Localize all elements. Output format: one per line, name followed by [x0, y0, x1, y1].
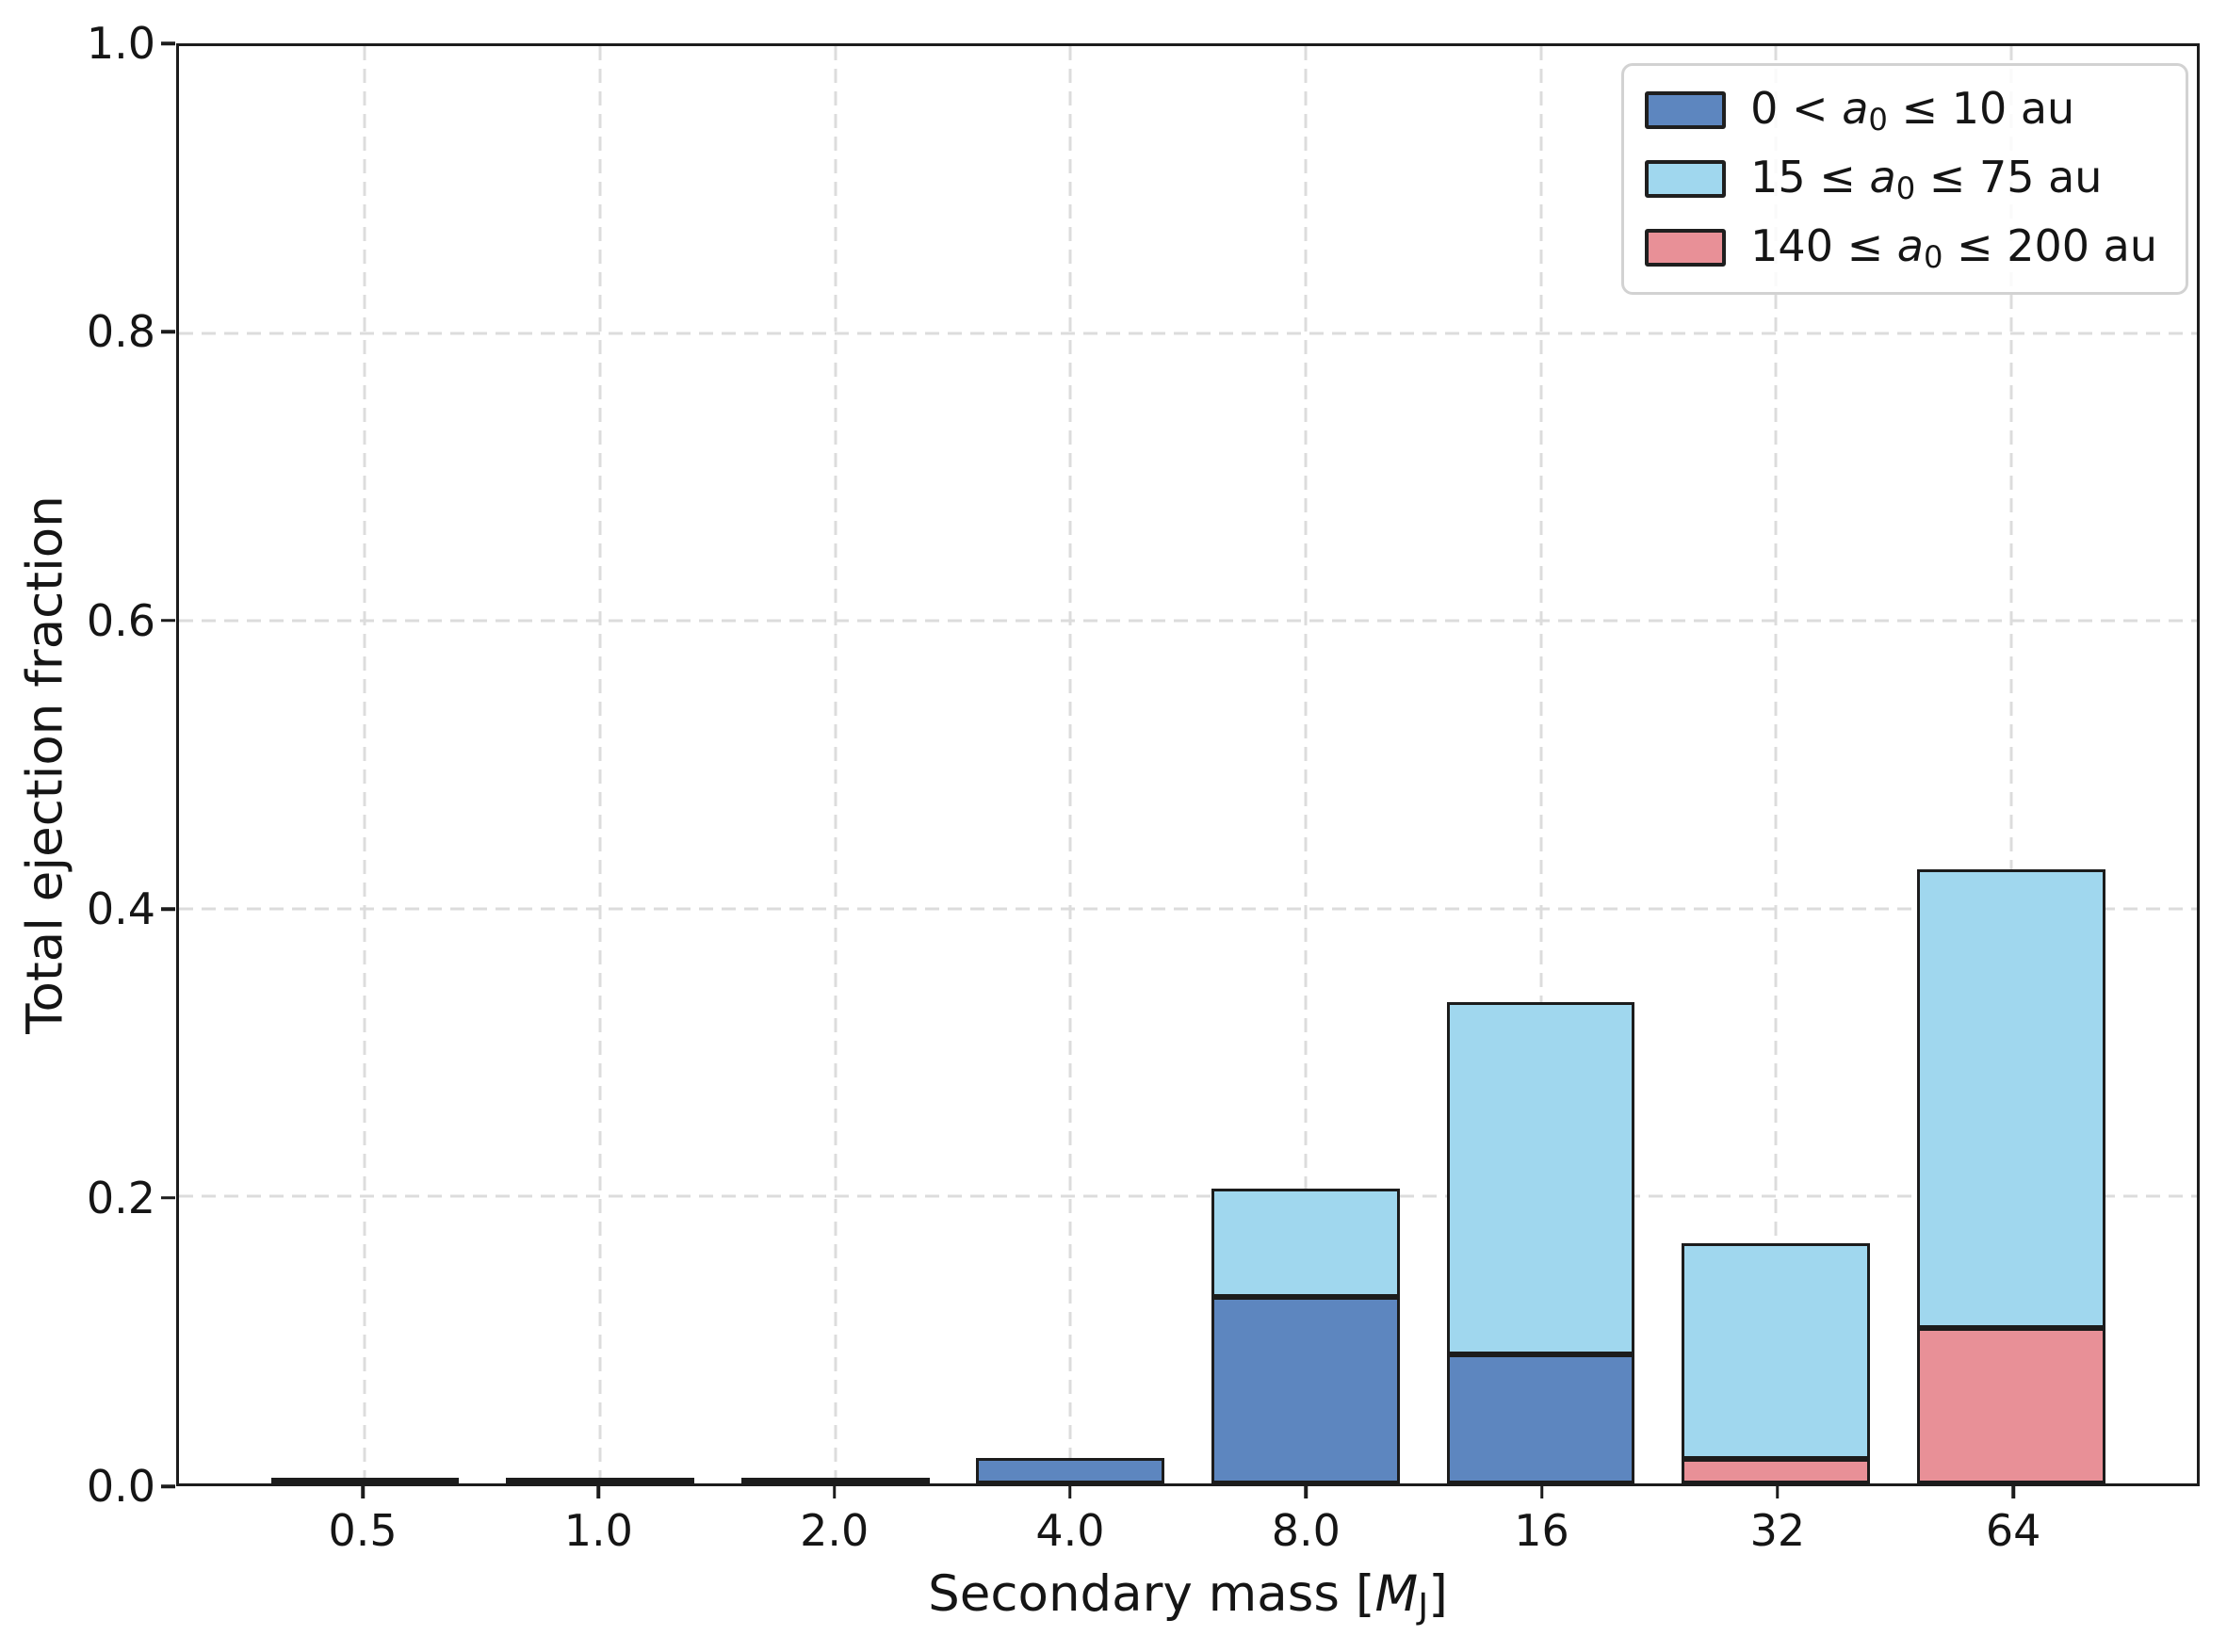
- bar-segment: [1211, 1189, 1400, 1297]
- bar-segment: [1682, 1243, 1870, 1460]
- bar-segment: [740, 1478, 930, 1483]
- legend-label: 15 ≤ a0 ≤ 75 au: [1750, 152, 2103, 207]
- bar-segment: [506, 1478, 694, 1483]
- y-tick-label: 0.4: [86, 883, 155, 935]
- x-tick: [1068, 1484, 1072, 1498]
- y-tick: [161, 1195, 175, 1200]
- x-axis-label-sub: J: [1418, 1586, 1429, 1628]
- y-tick: [161, 907, 175, 911]
- x-tick: [1776, 1484, 1780, 1498]
- gridline-vertical: [1068, 46, 1072, 1483]
- y-tick: [161, 619, 175, 623]
- legend: 0 < a0 ≤ 10 au 15 ≤ a0 ≤ 75 au 140 ≤ a0 ≤ …: [1621, 63, 2188, 296]
- bar-segment: [1682, 1459, 1870, 1483]
- gridline-vertical: [363, 46, 366, 1483]
- x-axis-label-text: Secondary mass [: [928, 1565, 1375, 1623]
- y-axis-label: Total ejection fraction: [16, 495, 74, 1034]
- gridline-vertical: [1304, 46, 1308, 1483]
- legend-swatch: [1645, 160, 1727, 199]
- x-tick-label: 2.0: [800, 1505, 870, 1556]
- x-tick: [2011, 1484, 2015, 1498]
- plot-area: 0 < a0 ≤ 10 au 15 ≤ a0 ≤ 75 au 140 ≤ a0 ≤ …: [176, 43, 2200, 1486]
- y-tick: [161, 41, 175, 45]
- bar-segment: [1916, 1328, 2105, 1483]
- y-tick-label: 0.8: [86, 306, 155, 358]
- legend-swatch: [1645, 91, 1727, 130]
- x-tick-label: 8.0: [1271, 1505, 1341, 1556]
- x-tick: [1304, 1484, 1309, 1498]
- bar-segment: [976, 1457, 1165, 1483]
- x-tick: [361, 1484, 365, 1498]
- y-tick: [161, 1484, 175, 1488]
- x-axis-label-close: ]: [1428, 1565, 1448, 1623]
- x-tick-label: 4.0: [1035, 1505, 1105, 1556]
- gridline-horizontal: [179, 1194, 2197, 1198]
- x-tick: [1539, 1484, 1544, 1498]
- bar-segment: [1211, 1296, 1400, 1483]
- gridline-vertical: [834, 46, 837, 1483]
- y-tick-label: 1.0: [86, 18, 155, 69]
- legend-label: 0 < a0 ≤ 10 au: [1750, 83, 2075, 138]
- bar-segment: [1446, 1001, 1635, 1354]
- legend-item: 140 ≤ a0 ≤ 200 au: [1645, 220, 2157, 275]
- legend-label: 140 ≤ a0 ≤ 200 au: [1750, 220, 2157, 276]
- bar-segment: [1916, 869, 2105, 1329]
- bar-segment: [270, 1478, 460, 1483]
- x-tick-label: 16: [1514, 1505, 1569, 1556]
- y-tick-label: 0.0: [86, 1461, 155, 1512]
- gridline-vertical: [1539, 46, 1543, 1483]
- gridline-vertical: [1774, 46, 1778, 1483]
- legend-item: 0 < a0 ≤ 10 au: [1645, 83, 2157, 138]
- gridline-vertical: [2009, 46, 2013, 1483]
- x-tick-label: 32: [1749, 1505, 1806, 1556]
- legend-swatch: [1645, 229, 1727, 267]
- legend-item: 15 ≤ a0 ≤ 75 au: [1645, 152, 2157, 206]
- gridline-horizontal: [179, 907, 2197, 911]
- y-tick: [161, 330, 175, 334]
- x-tick-label: 0.5: [328, 1505, 398, 1556]
- gridline-vertical: [598, 46, 602, 1483]
- x-tick-label: 64: [1985, 1505, 2041, 1556]
- bar-segment: [1446, 1353, 1635, 1483]
- x-axis-label-var: M: [1374, 1565, 1419, 1623]
- y-tick-label: 0.2: [86, 1172, 155, 1223]
- y-tick-label: 0.6: [86, 594, 155, 646]
- gridline-horizontal: [179, 619, 2197, 623]
- x-tick: [832, 1484, 837, 1498]
- x-tick: [596, 1484, 601, 1498]
- gridline-horizontal: [179, 332, 2197, 335]
- x-tick-label: 1.0: [563, 1505, 633, 1556]
- x-axis-label: Secondary mass [MJ]: [176, 1565, 2200, 1627]
